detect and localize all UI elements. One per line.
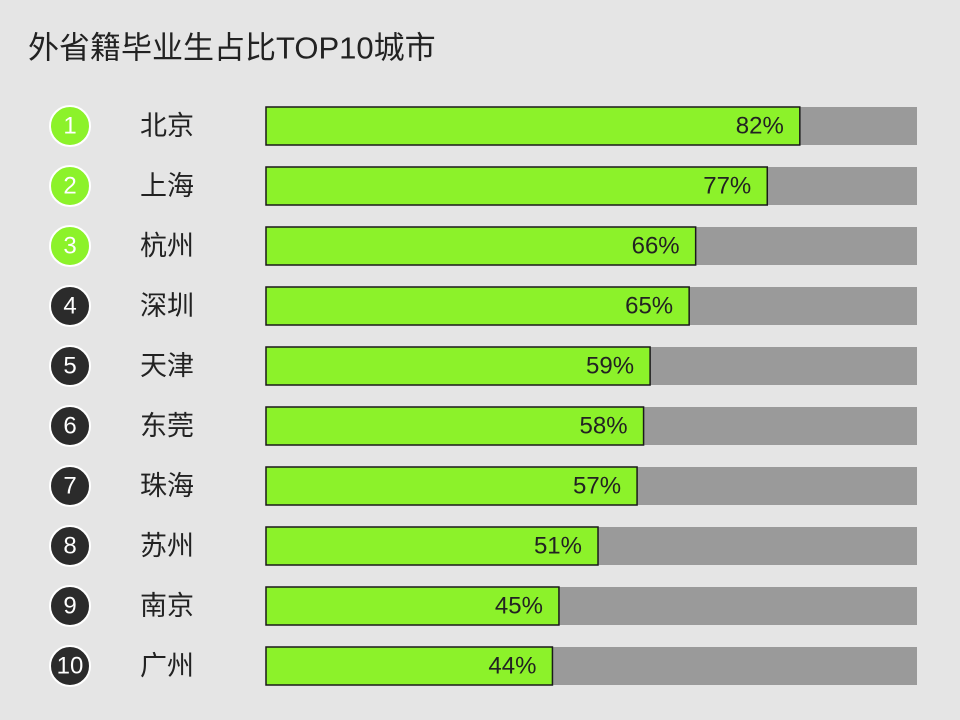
category-label: 苏州 bbox=[140, 531, 194, 561]
bar bbox=[265, 406, 645, 446]
rank-badge bbox=[49, 645, 91, 687]
rank-number: 9 bbox=[63, 593, 76, 620]
bar bbox=[265, 226, 697, 266]
value-label: 51% bbox=[534, 533, 582, 560]
category-label: 深圳 bbox=[140, 291, 194, 321]
rank-badge bbox=[49, 225, 91, 267]
value-label: 58% bbox=[580, 413, 628, 440]
category-label: 杭州 bbox=[140, 231, 194, 261]
rank-badge bbox=[49, 405, 91, 447]
chart-title: 外省籍毕业生占比TOP10城市 bbox=[28, 31, 436, 66]
category-label: 珠海 bbox=[140, 471, 194, 501]
value-label: 59% bbox=[586, 353, 634, 380]
rank-number: 1 bbox=[63, 113, 76, 140]
rank-number: 2 bbox=[63, 173, 76, 200]
rank-badge bbox=[49, 525, 91, 567]
rank-number: 5 bbox=[63, 353, 76, 380]
value-label: 57% bbox=[573, 473, 621, 500]
rank-badge bbox=[49, 105, 91, 147]
bar bbox=[265, 286, 690, 326]
bar bbox=[265, 166, 769, 206]
rank-number: 4 bbox=[63, 293, 76, 320]
rank-number: 8 bbox=[63, 533, 76, 560]
category-label: 南京 bbox=[140, 591, 194, 621]
bar bbox=[265, 526, 599, 566]
rank-number: 7 bbox=[63, 473, 76, 500]
bar bbox=[265, 346, 651, 386]
category-label: 广州 bbox=[140, 651, 194, 681]
rank-number: 6 bbox=[63, 413, 76, 440]
rank-number: 10 bbox=[57, 653, 84, 680]
bar bbox=[265, 466, 638, 506]
value-label: 66% bbox=[632, 233, 680, 260]
rank-number: 3 bbox=[63, 233, 76, 260]
rank-badge bbox=[49, 285, 91, 327]
category-label: 上海 bbox=[140, 171, 194, 201]
value-label: 45% bbox=[495, 593, 543, 620]
value-label: 44% bbox=[488, 653, 536, 680]
rank-badge bbox=[49, 465, 91, 507]
bar bbox=[265, 646, 554, 686]
rank-badge bbox=[49, 165, 91, 207]
value-label: 65% bbox=[625, 293, 673, 320]
value-label: 82% bbox=[736, 113, 784, 140]
rank-badge bbox=[49, 585, 91, 627]
bar bbox=[265, 586, 560, 626]
category-label: 北京 bbox=[140, 111, 194, 141]
category-label: 天津 bbox=[140, 351, 194, 381]
value-label: 77% bbox=[703, 173, 751, 200]
category-label: 东莞 bbox=[140, 411, 194, 441]
rank-badge bbox=[49, 345, 91, 387]
bar bbox=[265, 106, 801, 146]
